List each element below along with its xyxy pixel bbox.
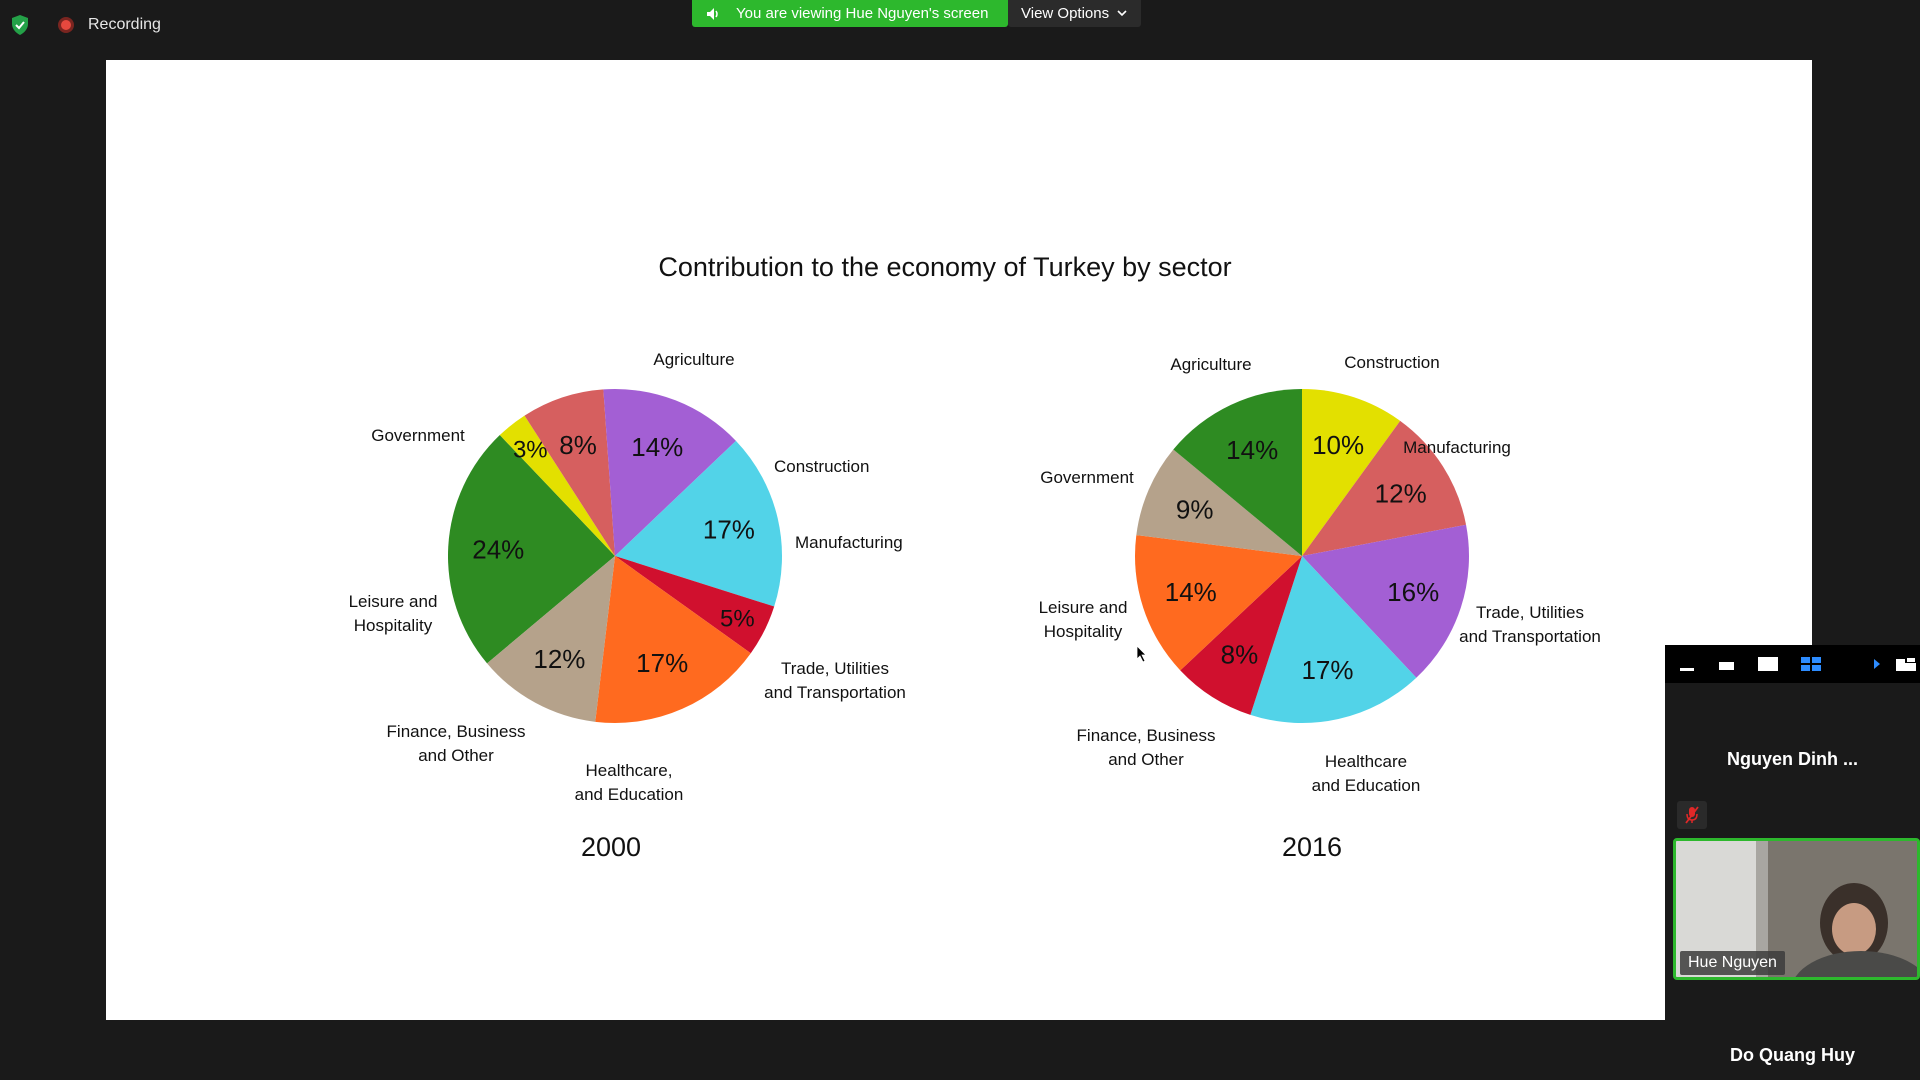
view-options-label: View Options — [1021, 5, 1110, 22]
slice-percent-label: 24% — [472, 535, 524, 565]
chart-title: Contribution to the economy of Turkey by… — [658, 252, 1231, 282]
hide-video-icon[interactable] — [1718, 655, 1734, 673]
viewing-text: You are viewing Hue Nguyen's screen — [736, 5, 989, 22]
category-label: Construction — [774, 457, 869, 476]
category-label: Manufacturing — [1403, 438, 1511, 457]
pie-slice — [1302, 389, 1401, 556]
pie-slice — [615, 440, 783, 607]
gallery-view-icon[interactable] — [1800, 655, 1822, 673]
viewing-screen-banner: You are viewing Hue Nguyen's screen — [692, 0, 1008, 27]
category-label: Agriculture — [653, 350, 734, 369]
speaker-view-icon[interactable] — [1757, 655, 1779, 673]
view-options-button[interactable]: View Options — [1008, 0, 1141, 27]
category-label: Manufacturing — [795, 533, 903, 552]
slice-percent-label: 17% — [636, 648, 688, 678]
video-name-label: Hue Nguyen — [1680, 951, 1785, 975]
category-label: Finance, Business and Other — [1077, 726, 1216, 769]
slice-percent-label: 12% — [533, 644, 585, 674]
pie-slice — [615, 556, 775, 654]
category-label: Government — [1040, 468, 1134, 487]
slice-percent-label: 14% — [631, 432, 683, 462]
participant-name-3: Do Quang Huy — [1730, 1045, 1855, 1065]
recording-icon[interactable] — [58, 17, 74, 33]
pie-slice — [1250, 556, 1417, 724]
recording-label: Recording — [88, 16, 161, 33]
pie-slice — [1173, 389, 1302, 556]
year-label: 2000 — [581, 832, 641, 862]
category-label: Finance, Business and Other — [387, 722, 526, 765]
pie-slice — [1135, 535, 1302, 671]
pie-slice — [1136, 449, 1302, 556]
pie-slice — [1302, 524, 1469, 678]
slice-percent-label: 14% — [1226, 435, 1278, 465]
category-label: Government — [371, 426, 465, 445]
slice-percent-label: 14% — [1165, 577, 1217, 607]
shared-screen: Contribution to the economy of Turkey by… — [106, 60, 1812, 1020]
category-label: Healthcare and Education — [1312, 752, 1421, 795]
slice-percent-label: 17% — [1301, 655, 1353, 685]
panel-toolbar — [1665, 645, 1920, 683]
category-label: Leisure and Hospitality — [349, 592, 438, 635]
slice-percent-label: 8% — [559, 430, 597, 460]
slice-percent-label: 17% — [703, 515, 755, 545]
slice-percent-label: 10% — [1312, 430, 1364, 460]
pie-slice — [595, 556, 751, 724]
speaker-icon — [707, 7, 718, 20]
category-label: Trade, Utilities and Transportation — [1459, 603, 1601, 646]
slice-percent-label: 9% — [1176, 495, 1214, 525]
category-label: Leisure and Hospitality — [1039, 598, 1128, 641]
pie-slice — [499, 415, 615, 556]
next-page-icon[interactable] — [1871, 655, 1883, 673]
pie-slice — [1180, 556, 1302, 715]
participant-name-1: Nguyen Dinh ... — [1726, 749, 1858, 769]
pie-slice — [524, 389, 615, 556]
category-label: Construction — [1344, 353, 1439, 372]
pie-charts: Contribution to the economy of Turkey by… — [349, 252, 1601, 862]
video-tile-active-speaker[interactable]: Hue Nguyen — [1673, 838, 1920, 980]
category-label: Agriculture — [1170, 355, 1251, 374]
pie-slice — [487, 556, 615, 722]
pie-slice — [603, 389, 736, 556]
slice-percent-label: 12% — [1375, 478, 1427, 508]
year-label: 2016 — [1282, 832, 1342, 862]
pie-slice — [447, 435, 615, 664]
minimize-icon[interactable] — [1679, 655, 1695, 673]
participants-panel: Nguyen Dinh ... Hue Nguyen Do Quang Huy — [1665, 645, 1920, 1080]
mouse-cursor-icon — [1136, 645, 1147, 663]
category-label: Trade, Utilities and Transportation — [764, 659, 906, 702]
slice-percent-label: 8% — [1221, 640, 1259, 670]
pie-slice — [1302, 420, 1467, 556]
side-by-side-icon[interactable] — [1895, 655, 1917, 673]
top-bar: Recording You are viewing Hue Nguyen's s… — [0, 0, 1920, 50]
muted-mic-icon — [1677, 801, 1707, 829]
category-label: Healthcare, and Education — [575, 761, 684, 804]
chevron-down-icon — [1117, 10, 1127, 17]
slice-percent-label: 5% — [720, 605, 755, 632]
slice-percent-label: 16% — [1387, 577, 1439, 607]
shield-icon[interactable] — [10, 14, 30, 36]
